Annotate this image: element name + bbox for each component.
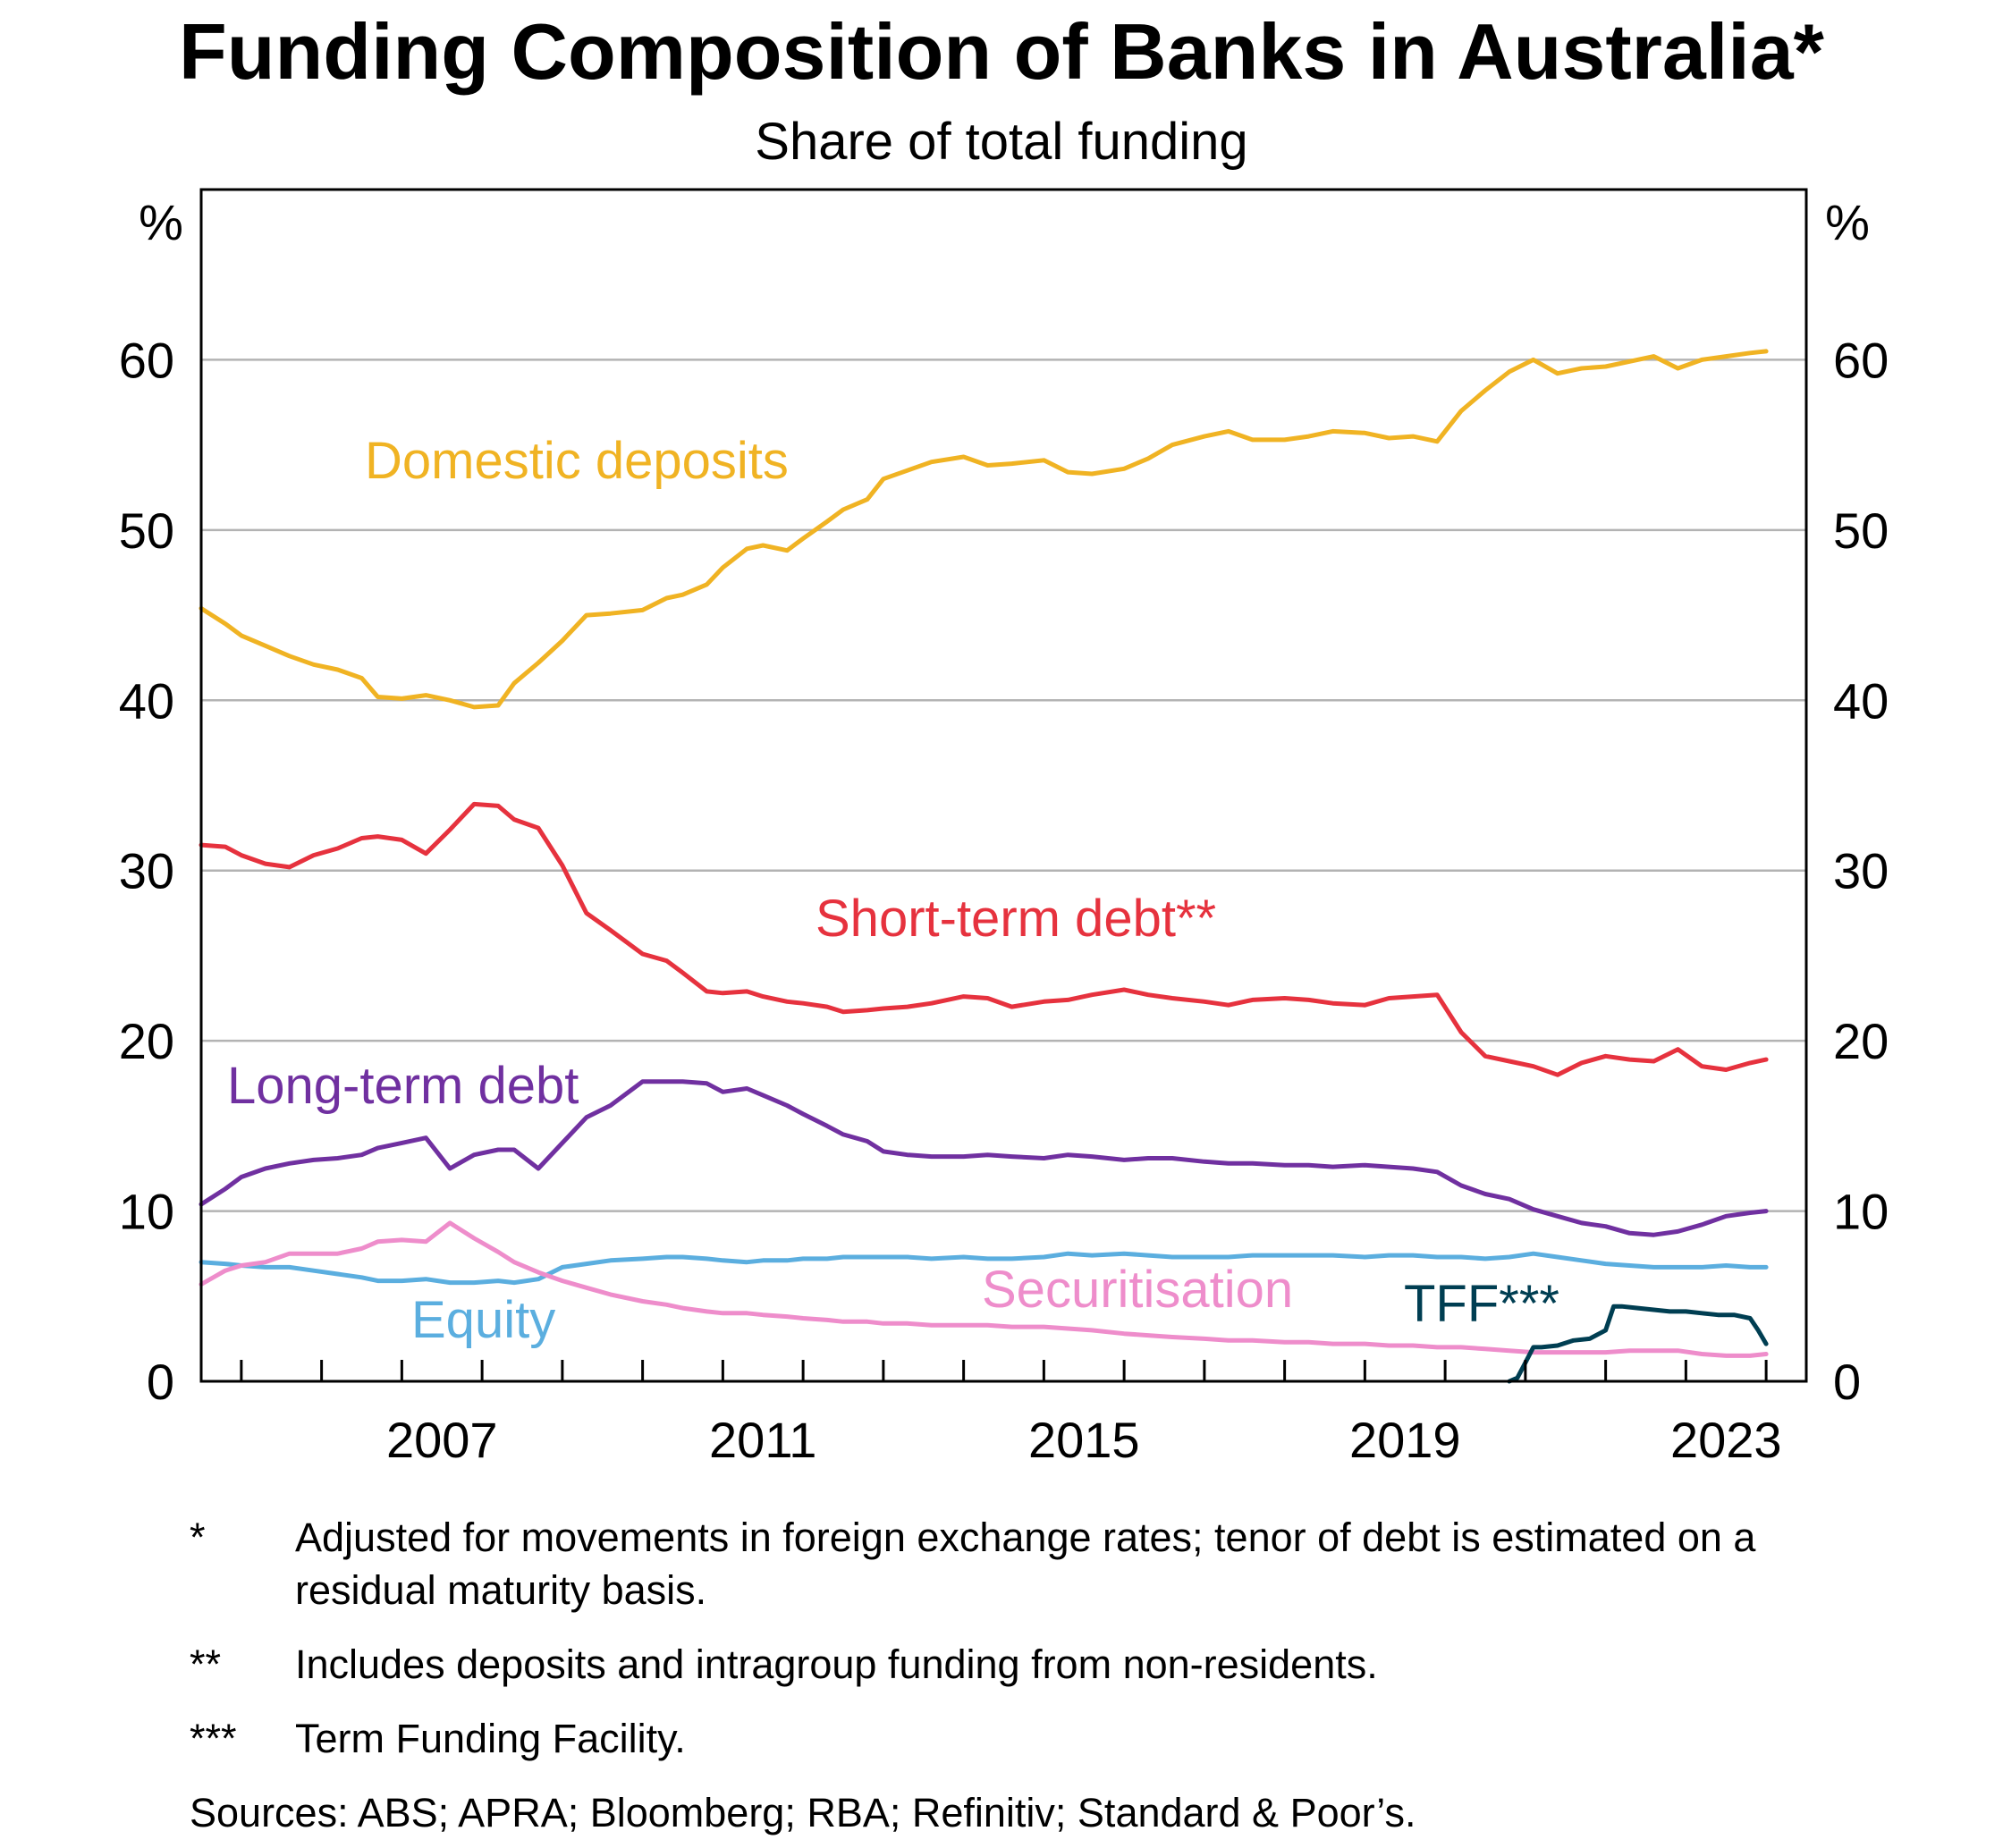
label-tff: TFF*** (1404, 1275, 1559, 1333)
x-tick-label: 2007 (386, 1412, 498, 1468)
y-unit-right: % (1825, 194, 1870, 250)
y-tick-label-right: 10 (1833, 1184, 1889, 1240)
chart: Funding Composition of Banks in Australi… (119, 7, 1889, 1468)
y-tick-label-right: 50 (1833, 502, 1889, 559)
footnote-mark: * (190, 1515, 206, 1560)
label-short-term-debt: Short-term debt** (816, 890, 1216, 948)
footnote-2: ** Includes deposits and intragroup fund… (190, 1638, 1889, 1691)
series-line-securitisation (199, 1220, 1769, 1358)
y-tick-label-left: 30 (119, 843, 174, 899)
y-tick-label-right: 40 (1833, 672, 1889, 729)
y-tick-label-left: 20 (119, 1013, 174, 1069)
series-line-short-term-debt (199, 801, 1769, 1077)
label-long-term-debt: Long-term debt (227, 1057, 579, 1115)
y-tick-label-right: 60 (1833, 332, 1889, 388)
footnote-3: *** Term Funding Facility. (190, 1712, 1889, 1765)
series-line-domestic-deposits (199, 349, 1769, 710)
y-tick-label-right: 20 (1833, 1013, 1889, 1069)
footnote-mark: ** (190, 1641, 222, 1687)
y-tick-label-right: 30 (1833, 843, 1889, 899)
footnote-text: Includes deposits and intragroup funding… (295, 1641, 1378, 1687)
footnote-text: Term Funding Facility. (295, 1716, 686, 1761)
series-line-long-term-debt (199, 1079, 1769, 1237)
chart-subtitle: Share of total funding (755, 113, 1247, 171)
y-tick-label-left: 50 (119, 502, 174, 559)
y-tick-label-left: 10 (119, 1184, 174, 1240)
y-tick-label-left: 60 (119, 332, 174, 388)
footnote-mark: *** (190, 1716, 237, 1761)
x-axis: 2007 2011 2015 2019 2023 (201, 1360, 1806, 1468)
x-tick-label: 2011 (709, 1412, 816, 1468)
footnote-text: Adjusted for movements in foreign exchan… (295, 1515, 1756, 1613)
label-domestic-deposits: Domestic deposits (365, 432, 789, 490)
y-tick-label-right: 0 (1833, 1354, 1861, 1410)
chart-title: Funding Composition of Banks in Australi… (179, 7, 1825, 96)
y-axes: 0 0 10 10 20 20 30 30 40 40 50 50 60 60 (119, 332, 1889, 1410)
y-tick-label-left: 0 (147, 1354, 174, 1410)
footnotes: * Adjusted for movements in foreign exch… (190, 1511, 1889, 1839)
label-equity: Equity (411, 1291, 555, 1349)
y-tick-label-left: 40 (119, 672, 174, 729)
footnote-1: * Adjusted for movements in foreign exch… (190, 1511, 1889, 1616)
x-tick-label: 2023 (1670, 1412, 1782, 1468)
x-tick-label: 2015 (1028, 1412, 1140, 1468)
sources: Sources: ABS; APRA; Bloomberg; RBA; Refi… (190, 1790, 1416, 1835)
plot-frame (199, 188, 1808, 1383)
series-line-tff (1507, 1304, 1769, 1384)
series-lines (199, 349, 1769, 1384)
y-unit-left: % (139, 194, 183, 250)
series-line-equity (199, 1251, 1769, 1286)
label-securitisation: Securitisation (982, 1261, 1293, 1319)
x-tick-label: 2019 (1349, 1412, 1461, 1468)
